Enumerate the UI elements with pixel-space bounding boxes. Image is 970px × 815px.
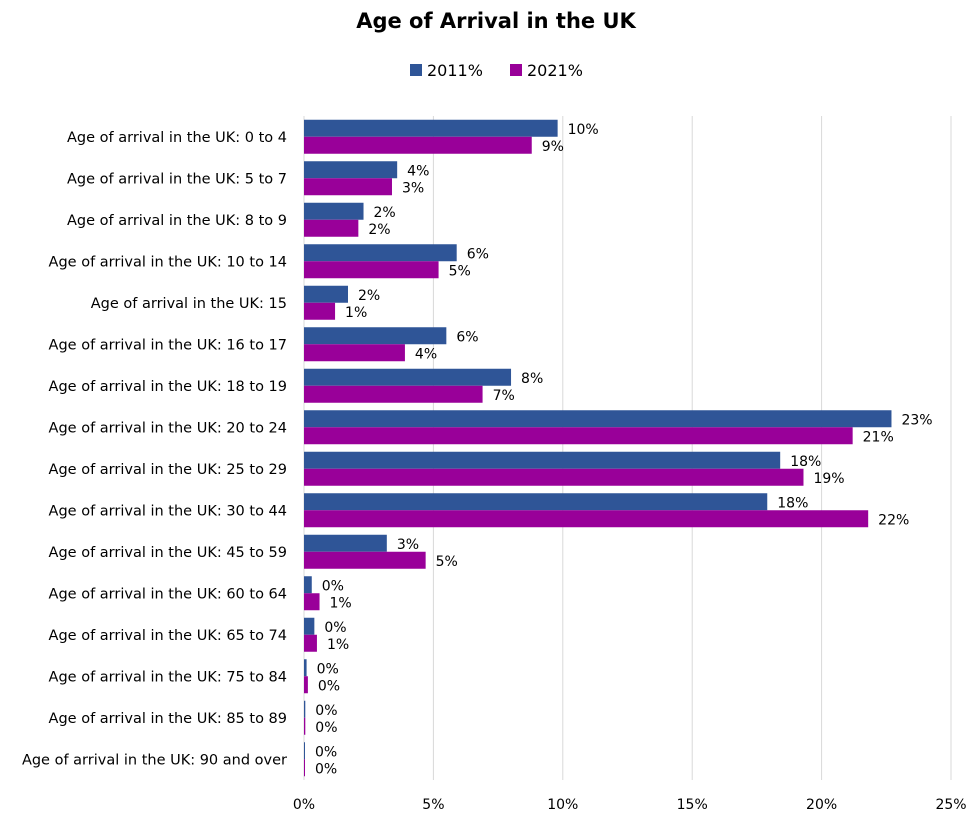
- category-label: Age of arrival in the UK: 60 to 64: [49, 586, 287, 602]
- legend-swatch-2011: [410, 64, 422, 76]
- data-label: 21%: [863, 429, 894, 445]
- bar-2011: [304, 285, 348, 303]
- category-label: Age of arrival in the UK: 18 to 19: [49, 379, 287, 395]
- data-label: 8%: [521, 371, 543, 387]
- data-label: 0%: [315, 703, 337, 719]
- bar-2021: [304, 759, 305, 777]
- data-label: 0%: [317, 661, 339, 677]
- bar-2021: [304, 634, 317, 652]
- category-label: Age of arrival in the UK: 16 to 17: [49, 337, 287, 353]
- x-tick-label: 25%: [935, 797, 966, 813]
- x-tick-label: 20%: [806, 797, 837, 813]
- category-label: Age of arrival in the UK: 90 and over: [22, 752, 287, 768]
- bar-2011: [304, 451, 781, 469]
- bar-2021: [304, 551, 426, 569]
- category-label: Age of arrival in the UK: 8 to 9: [67, 213, 287, 229]
- data-label: 1%: [327, 637, 349, 653]
- category-label: Age of arrival in the UK: 75 to 84: [49, 669, 287, 685]
- data-label: 5%: [449, 263, 471, 279]
- bar-2011: [304, 161, 398, 179]
- category-label: Age of arrival in the UK: 5 to 7: [67, 171, 287, 187]
- category-labels: Age of arrival in the UK: 0 to 4 Age of a…: [22, 130, 287, 769]
- bar-2021: [304, 344, 405, 362]
- legend-label-2011: 2011%: [427, 61, 483, 80]
- bar-2021: [304, 136, 532, 154]
- x-tick-label: 15%: [677, 797, 708, 813]
- data-label: 2%: [358, 288, 380, 304]
- category-label: Age of arrival in the UK: 20 to 24: [49, 420, 287, 436]
- data-label: 22%: [878, 512, 909, 528]
- bar-2011: [304, 742, 305, 760]
- data-label: 19%: [813, 471, 844, 487]
- x-tick-label: 0%: [293, 797, 315, 813]
- data-label: 0%: [315, 720, 337, 736]
- legend: 2011% 2021%: [410, 61, 583, 80]
- legend-swatch-2021: [510, 64, 522, 76]
- data-label: 6%: [456, 329, 478, 345]
- bar-2011: [304, 410, 892, 428]
- bar-2021: [304, 468, 804, 486]
- category-label: Age of arrival in the UK: 10 to 14: [49, 254, 287, 270]
- bar-2011: [304, 202, 364, 220]
- bar-2011: [304, 327, 447, 345]
- data-label: 5%: [436, 554, 458, 570]
- bar-2021: [304, 717, 306, 735]
- legend-label-2021: 2021%: [527, 61, 583, 80]
- data-label: 18%: [790, 454, 821, 470]
- data-label: 2%: [368, 222, 390, 238]
- chart-title: Age of Arrival in the UK: [356, 9, 636, 33]
- bar-2011: [304, 617, 315, 635]
- data-label: 2%: [374, 205, 396, 221]
- bar-2021: [304, 302, 336, 320]
- data-label: 10%: [568, 122, 599, 138]
- gridlines: [303, 116, 952, 780]
- bar-2021: [304, 427, 853, 445]
- category-label: Age of arrival in the UK: 25 to 29: [49, 462, 287, 478]
- bar-2011: [304, 493, 768, 511]
- data-label: 0%: [318, 678, 340, 694]
- data-label: 3%: [397, 537, 419, 553]
- bar-2011: [304, 244, 457, 262]
- bars: [304, 119, 892, 777]
- bar-2021: [304, 676, 308, 694]
- data-label: 3%: [402, 180, 424, 196]
- data-label: 18%: [777, 495, 808, 511]
- bar-2011: [304, 534, 387, 552]
- data-label: 0%: [315, 744, 337, 760]
- data-label: 4%: [415, 346, 437, 362]
- bar-2011: [304, 576, 312, 594]
- data-label: 6%: [467, 246, 489, 262]
- x-axis-ticks: 0% 5% 10% 15% 20% 25%: [293, 797, 967, 813]
- data-label: 0%: [324, 620, 346, 636]
- bar-2011: [304, 119, 558, 137]
- data-label: 7%: [493, 388, 515, 404]
- category-label: Age of arrival in the UK: 65 to 74: [49, 628, 287, 644]
- bar-2011: [304, 368, 512, 386]
- data-label: 0%: [315, 761, 337, 777]
- data-label: 23%: [901, 412, 932, 428]
- data-label: 1%: [345, 305, 367, 321]
- category-label: Age of arrival in the UK: 30 to 44: [49, 503, 287, 519]
- bar-2021: [304, 593, 320, 611]
- category-label: Age of arrival in the UK: 0 to 4: [67, 130, 287, 146]
- bar-2021: [304, 385, 483, 403]
- x-tick-label: 10%: [547, 797, 578, 813]
- data-label: 0%: [322, 578, 344, 594]
- bar-2011: [304, 700, 306, 718]
- bar-2021: [304, 219, 359, 237]
- category-label: Age of arrival in the UK: 45 to 59: [49, 545, 287, 561]
- data-label: 4%: [407, 163, 429, 179]
- bar-2021: [304, 178, 392, 196]
- x-tick-label: 5%: [422, 797, 444, 813]
- category-label: Age of arrival in the UK: 85 to 89: [49, 711, 287, 727]
- bar-2021: [304, 510, 869, 528]
- data-label: 1%: [330, 595, 352, 611]
- category-label: Age of arrival in the UK: 15: [91, 296, 287, 312]
- bar-2021: [304, 261, 439, 279]
- data-label: 9%: [542, 139, 564, 155]
- bar-2011: [304, 659, 307, 677]
- data-labels: 10%9%4%3%2%2%6%5%2%1%6%4%8%7%23%21%18%19…: [315, 122, 933, 778]
